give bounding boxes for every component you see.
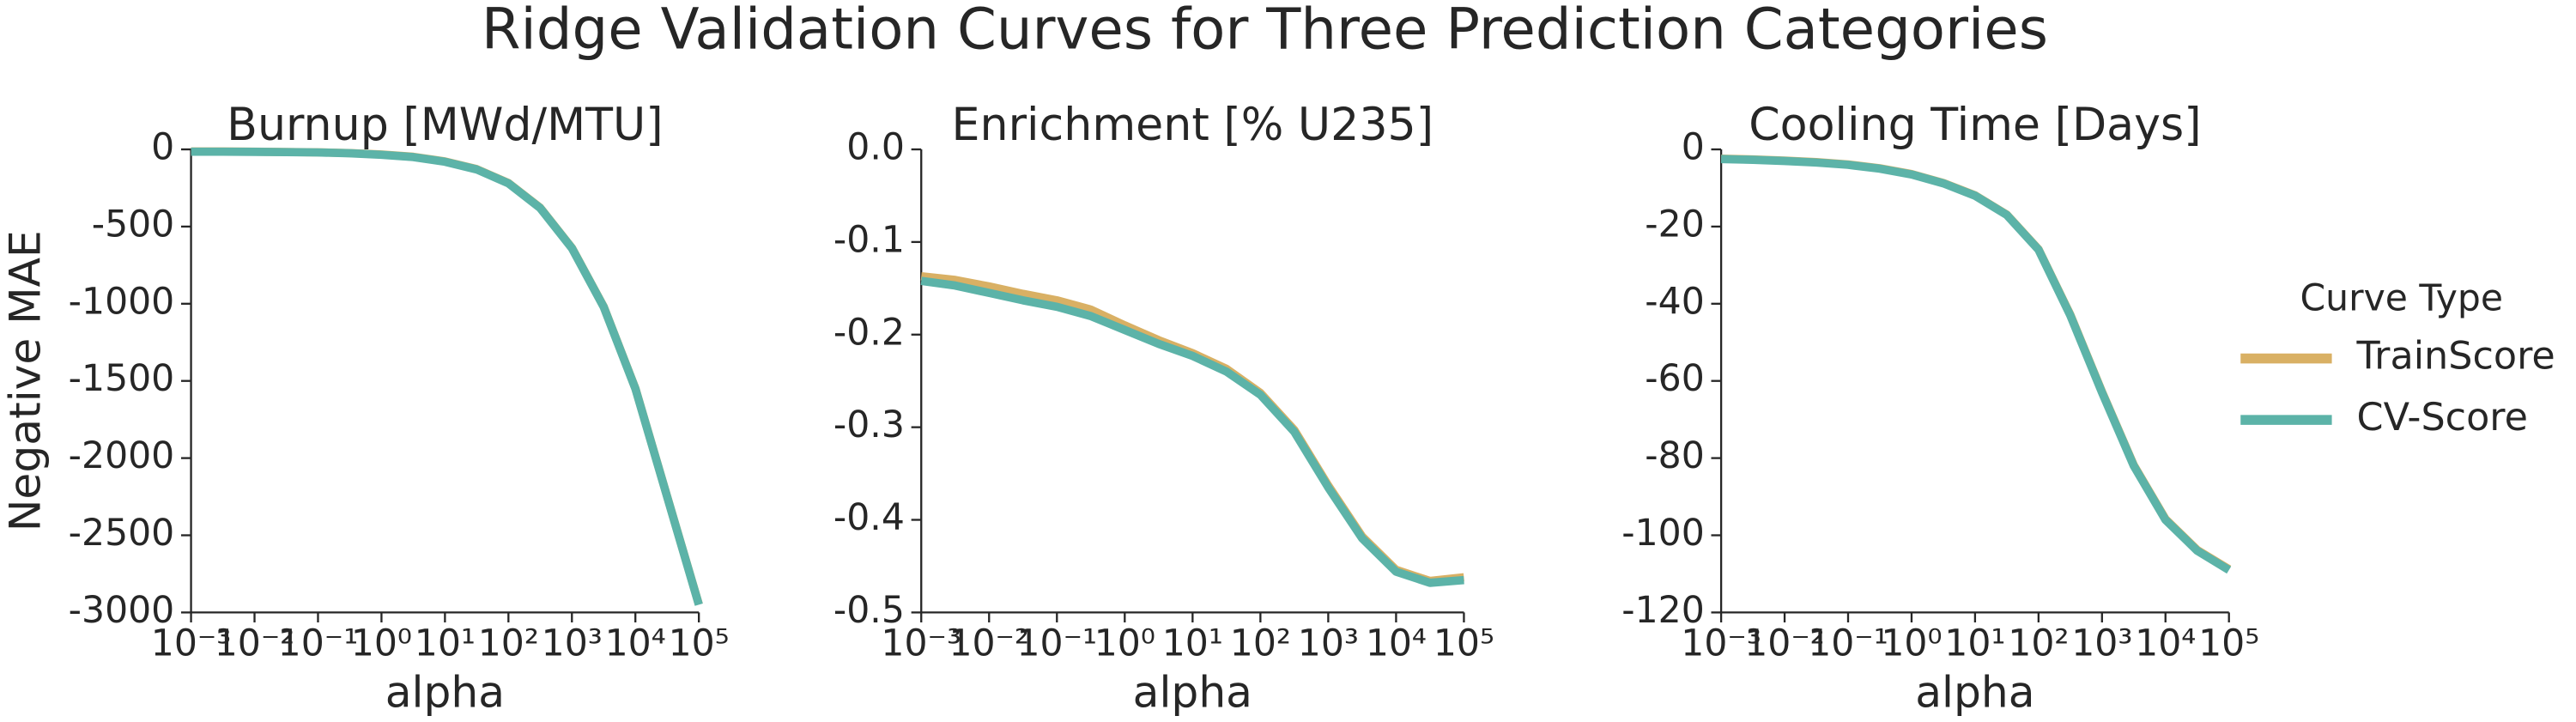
y-tick-label: -120 — [1621, 590, 1704, 632]
x-tick-label: 10⁴ — [2135, 623, 2196, 665]
subplot-title: Enrichment [% U235] — [952, 100, 1434, 151]
x-tick-label: 10³ — [2071, 623, 2132, 665]
x-tick-label: 10⁻³ — [1681, 623, 1761, 665]
y-tick-label: -20 — [1645, 203, 1704, 246]
x-tick-label: 10⁻¹ — [1016, 623, 1097, 665]
x-tick-label: 10³ — [542, 623, 603, 665]
y-tick-label: -3000 — [69, 590, 175, 632]
x-tick-label: 10² — [2008, 623, 2069, 665]
y-tick-label: -0.3 — [833, 404, 905, 446]
line-series — [1720, 154, 2232, 573]
y-tick-label: -80 — [1645, 435, 1704, 477]
x-tick-label: 10⁻¹ — [278, 623, 359, 665]
x-tick-label: 10⁻¹ — [1808, 623, 1888, 665]
x-tick-label: 10⁵ — [2198, 623, 2259, 665]
x-tick-label: 10⁴ — [605, 623, 666, 665]
x-tick-label: 10¹ — [415, 623, 476, 665]
x-tick-label: 10⁻³ — [151, 623, 232, 665]
y-tick-label: 0 — [151, 127, 174, 169]
y-axis-label: Negative MAE — [0, 230, 51, 531]
x-tick-label: 10⁻² — [215, 623, 295, 665]
x-tick-label: 10⁰ — [1881, 623, 1942, 665]
y-tick-label: -0.5 — [833, 590, 905, 632]
x-tick-label: 10⁵ — [669, 623, 730, 665]
x-tick-label: 10⁻² — [1744, 623, 1825, 665]
y-tick-label: -0.1 — [833, 219, 905, 261]
y-tick-label: -40 — [1645, 281, 1704, 323]
y-tick-label: -500 — [92, 203, 175, 246]
line-series — [920, 271, 1464, 585]
y-tick-label: 0 — [1682, 127, 1705, 169]
legend-label: CV-Score — [2357, 396, 2528, 440]
legend-title: Curve Type — [2300, 277, 2503, 319]
legend-label: TrainScore — [2356, 335, 2555, 379]
x-tick-label: 10⁵ — [1433, 623, 1494, 665]
subplot-title: Cooling Time [Days] — [1749, 100, 2201, 151]
x-axis-label: alpha — [385, 667, 505, 718]
x-axis-label: alpha — [1133, 667, 1252, 718]
y-tick-label: -60 — [1645, 358, 1704, 400]
x-tick-label: 10⁰ — [1094, 623, 1155, 665]
line-series — [920, 276, 1464, 587]
y-tick-label: -0.4 — [833, 497, 905, 539]
y-tick-label: -1500 — [69, 358, 175, 400]
x-tick-label: 10² — [1230, 623, 1291, 665]
y-tick-label: 0.0 — [846, 127, 905, 169]
y-tick-label: -0.2 — [833, 312, 905, 354]
line-series — [191, 147, 703, 606]
x-tick-label: 10¹ — [1162, 623, 1223, 665]
subplot-title: Burnup [MWd/MTU] — [227, 100, 663, 151]
line-series — [191, 147, 703, 606]
y-tick-label: -1000 — [69, 281, 175, 323]
line-series — [1720, 155, 2232, 574]
y-tick-label: -2000 — [69, 435, 175, 477]
y-tick-label: -100 — [1621, 513, 1704, 555]
x-tick-label: 10¹ — [1944, 623, 2005, 665]
x-tick-label: 10³ — [1298, 623, 1359, 665]
x-tick-label: 10² — [478, 623, 539, 665]
x-tick-label: 10⁴ — [1366, 623, 1427, 665]
x-tick-label: 10⁻³ — [881, 623, 961, 665]
figure-title: Ridge Validation Curves for Three Predic… — [482, 0, 2048, 63]
x-tick-label: 10⁻² — [949, 623, 1029, 665]
y-tick-label: -2500 — [69, 513, 175, 555]
x-tick-label: 10⁰ — [351, 623, 412, 665]
x-axis-label: alpha — [1915, 667, 2034, 718]
